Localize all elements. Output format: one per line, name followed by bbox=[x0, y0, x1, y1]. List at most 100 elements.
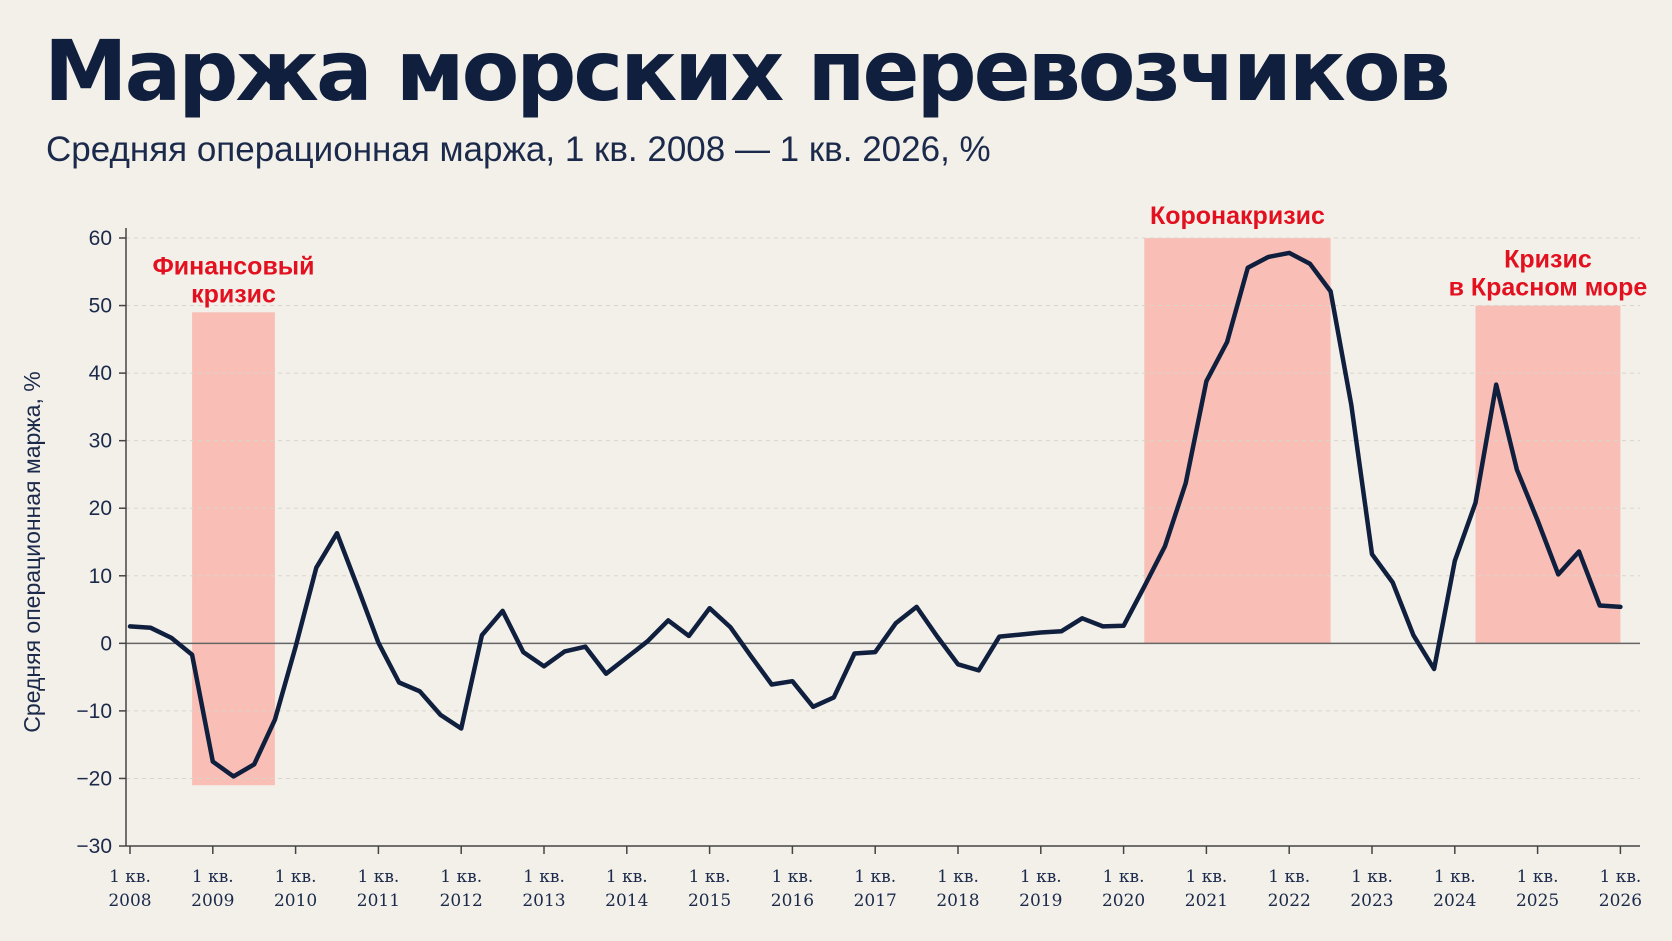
data-point bbox=[645, 639, 650, 644]
x-tick-label: 1 кв. bbox=[606, 867, 648, 887]
data-point bbox=[1287, 251, 1291, 255]
data-point bbox=[480, 633, 484, 638]
data-point bbox=[500, 609, 505, 613]
data-point bbox=[1246, 265, 1250, 270]
data-point bbox=[252, 762, 256, 767]
data-point bbox=[832, 695, 836, 700]
page-title: Маржа морских перевозчиков bbox=[44, 22, 1451, 120]
data-point bbox=[811, 705, 815, 709]
y-tick-label: 0 bbox=[100, 632, 112, 655]
x-tick-year: 2024 bbox=[1433, 891, 1476, 911]
data-point bbox=[1328, 289, 1333, 294]
data-point bbox=[625, 655, 629, 660]
y-tick-label: −30 bbox=[76, 835, 112, 858]
data-point bbox=[997, 634, 1002, 639]
data-point bbox=[914, 605, 919, 609]
data-point bbox=[1515, 467, 1519, 472]
x-tick-year: 2009 bbox=[191, 891, 234, 911]
data-point bbox=[749, 654, 753, 658]
data-point bbox=[1142, 584, 1147, 589]
x-tick-label: 1 кв. bbox=[937, 867, 979, 887]
crisis-label-0-line2: кризис bbox=[191, 280, 276, 308]
x-tick-label: 1 кв. bbox=[523, 867, 565, 887]
data-point bbox=[894, 621, 898, 625]
data-point bbox=[1080, 616, 1084, 621]
x-tick-year: 2012 bbox=[440, 891, 483, 911]
data-point bbox=[1101, 624, 1105, 629]
y-tick-label: −20 bbox=[76, 767, 112, 790]
data-point bbox=[1183, 481, 1188, 486]
data-point bbox=[438, 713, 443, 717]
data-point bbox=[169, 636, 174, 640]
data-point bbox=[1163, 544, 1167, 548]
x-tick-label: 1 кв. bbox=[1103, 867, 1145, 887]
data-point bbox=[231, 774, 236, 779]
y-tick-label: 40 bbox=[89, 362, 112, 385]
data-point bbox=[1556, 572, 1561, 577]
data-point bbox=[148, 625, 153, 630]
x-tick-year: 2008 bbox=[108, 891, 151, 911]
data-point bbox=[418, 689, 422, 694]
data-point bbox=[935, 634, 940, 639]
data-point bbox=[1204, 379, 1209, 384]
data-point bbox=[666, 618, 670, 623]
x-tick-year: 2020 bbox=[1102, 891, 1145, 911]
y-tick-label: 50 bbox=[89, 295, 112, 318]
y-tick-label: 20 bbox=[89, 497, 112, 520]
data-point bbox=[459, 726, 464, 731]
x-tick-label: 1 кв. bbox=[1020, 867, 1062, 887]
x-tick-label: 1 кв. bbox=[771, 867, 813, 887]
data-point bbox=[852, 651, 857, 656]
data-point bbox=[1390, 580, 1395, 585]
x-tick-year: 2014 bbox=[605, 891, 648, 911]
data-point bbox=[976, 668, 981, 673]
x-tick-label: 1 кв. bbox=[440, 867, 482, 887]
data-point bbox=[1577, 549, 1581, 554]
data-point bbox=[1121, 623, 1126, 628]
x-tick-label: 1 кв. bbox=[357, 867, 399, 887]
y-tick-label: 30 bbox=[89, 430, 112, 453]
crisis-label-1: Коронакризис bbox=[1150, 202, 1325, 230]
data-point bbox=[1266, 255, 1271, 259]
x-tick-label: 1 кв. bbox=[689, 867, 731, 887]
data-point bbox=[790, 679, 795, 683]
data-point bbox=[1535, 518, 1540, 523]
data-point bbox=[1618, 605, 1623, 609]
crisis-band-2 bbox=[1475, 305, 1621, 644]
x-tick-label: 1 кв. bbox=[1517, 867, 1559, 887]
data-point bbox=[1370, 552, 1374, 556]
data-point bbox=[1432, 667, 1436, 671]
data-point bbox=[397, 680, 401, 685]
x-tick-label: 1 кв. bbox=[854, 867, 896, 887]
data-point bbox=[687, 634, 691, 638]
data-point bbox=[1059, 629, 1064, 633]
data-point bbox=[1349, 403, 1354, 407]
x-tick-year: 2010 bbox=[274, 891, 317, 911]
data-point bbox=[376, 640, 381, 645]
data-point bbox=[542, 664, 546, 669]
y-tick-label: 10 bbox=[89, 565, 112, 588]
page-subtitle: Средняя операционная маржа, 1 кв. 2008 —… bbox=[46, 130, 991, 169]
data-point bbox=[769, 682, 774, 687]
crisis-label-2-line2: в Красном море bbox=[1449, 274, 1648, 302]
x-tick-label: 1 кв. bbox=[1434, 867, 1476, 887]
data-point bbox=[562, 649, 567, 654]
x-tick-label: 1 кв. bbox=[192, 867, 234, 887]
data-point bbox=[335, 531, 339, 536]
x-tick-year: 2019 bbox=[1019, 891, 1062, 911]
crisis-label-0: Финансовый bbox=[152, 252, 314, 280]
x-tick-label: 1 кв. bbox=[1185, 867, 1227, 887]
data-point bbox=[1597, 603, 1602, 608]
y-tick-label: −10 bbox=[76, 700, 112, 723]
data-point bbox=[128, 624, 132, 629]
data-point bbox=[583, 644, 588, 649]
x-tick-year: 2021 bbox=[1185, 891, 1228, 911]
data-point bbox=[1308, 261, 1312, 266]
x-tick-year: 2026 bbox=[1599, 891, 1642, 911]
y-tick-label: 60 bbox=[89, 227, 112, 250]
x-tick-year: 2025 bbox=[1516, 891, 1559, 911]
data-point bbox=[1494, 382, 1498, 387]
x-tick-year: 2013 bbox=[522, 891, 565, 911]
data-point bbox=[521, 650, 526, 654]
